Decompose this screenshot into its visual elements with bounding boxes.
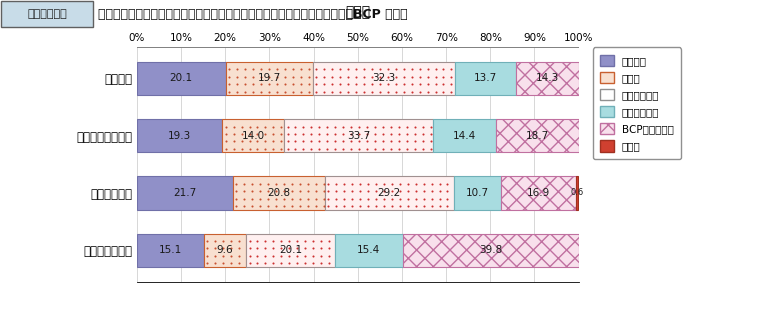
- Text: 32.3: 32.3: [372, 74, 396, 84]
- Text: 39.8: 39.8: [479, 245, 502, 255]
- Text: 15.1: 15.1: [159, 245, 182, 255]
- Bar: [325, 176, 454, 210]
- Text: 21.7: 21.7: [173, 188, 196, 198]
- Bar: [284, 119, 433, 152]
- Bar: [501, 176, 576, 210]
- Bar: [403, 233, 579, 267]
- Bar: [516, 62, 579, 95]
- Text: 13.7: 13.7: [474, 74, 497, 84]
- Text: 14.0: 14.0: [242, 131, 264, 141]
- Text: 9.6: 9.6: [217, 245, 233, 255]
- Title: 大企業: 大企業: [345, 5, 371, 19]
- Text: 図３－５－３: 図３－５－３: [27, 9, 66, 19]
- Bar: [137, 119, 222, 152]
- Text: 20.1: 20.1: [279, 245, 302, 255]
- Text: 19.3: 19.3: [168, 131, 191, 141]
- Bar: [433, 119, 497, 152]
- Text: 20.1: 20.1: [170, 74, 193, 84]
- Text: 33.7: 33.7: [346, 131, 370, 141]
- Bar: [335, 233, 403, 267]
- Bar: [226, 62, 313, 95]
- Bar: [222, 119, 284, 152]
- Bar: [576, 176, 578, 210]
- Bar: [137, 233, 203, 267]
- Text: 20.8: 20.8: [267, 188, 290, 198]
- Bar: [497, 119, 579, 152]
- Text: 0.6: 0.6: [570, 188, 583, 198]
- Text: 19.7: 19.7: [257, 74, 281, 84]
- Bar: [137, 62, 226, 95]
- Bar: [233, 176, 325, 210]
- Bar: [137, 176, 233, 210]
- Legend: 策定済み, 策定中, 策定予定あり, 策定予定なし, BCPを知らない, 無回答: 策定済み, 策定中, 策定予定あり, 策定予定なし, BCPを知らない, 無回答: [593, 48, 681, 159]
- Text: 16.9: 16.9: [526, 188, 550, 198]
- Bar: [455, 62, 516, 95]
- Bar: [246, 233, 335, 267]
- Text: 14.3: 14.3: [536, 74, 559, 84]
- Bar: [203, 233, 246, 267]
- Text: 10.7: 10.7: [466, 188, 489, 198]
- Text: 地震防災活動強化・推進地域指定されている地域等に所在している大企業のBCP 策定率: 地震防災活動強化・推進地域指定されている地域等に所在している大企業のBCP 策定…: [98, 8, 407, 21]
- Text: 29.2: 29.2: [378, 188, 400, 198]
- Text: 15.4: 15.4: [357, 245, 380, 255]
- Bar: [313, 62, 455, 95]
- FancyBboxPatch shape: [1, 2, 93, 27]
- Text: 18.7: 18.7: [526, 131, 550, 141]
- Bar: [454, 176, 501, 210]
- Text: 14.4: 14.4: [453, 131, 476, 141]
